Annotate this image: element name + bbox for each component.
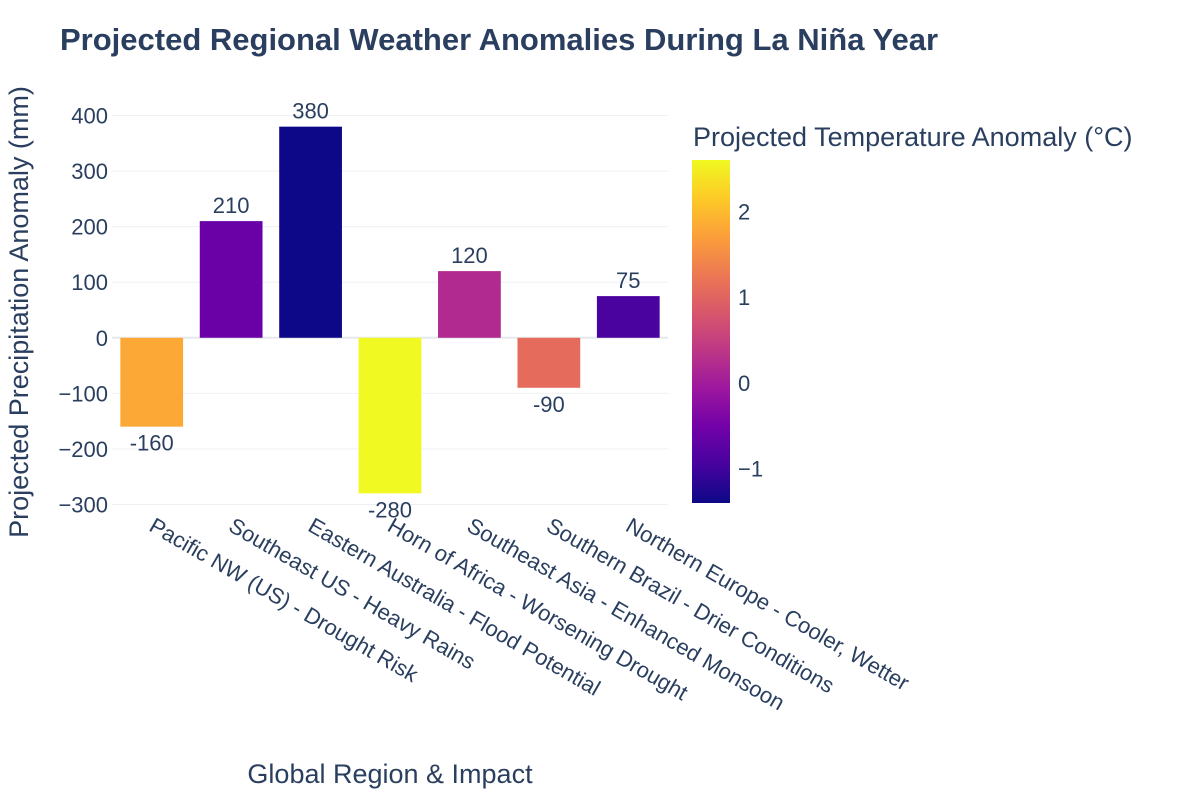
chart-title: Projected Regional Weather Anomalies Dur…: [60, 22, 939, 57]
colorbar-tick-label: 2: [738, 199, 750, 224]
bar: [517, 337, 581, 388]
y-tick-label: 100: [71, 270, 108, 295]
y-tick-label: −300: [58, 492, 108, 517]
x-axis-label: Global Region & Impact: [247, 759, 533, 789]
colorbar-ticks: 2 1 0 −1: [738, 199, 763, 481]
x-axis-ticks: Pacific NW (US) - Drought RiskSoutheast …: [145, 513, 913, 716]
colorbar-tick-label: 0: [738, 371, 750, 396]
y-axis-label: Projected Precipitation Anomaly (mm): [4, 86, 34, 538]
colorbar: Projected Temperature Anomaly (°C) 2 1 0 −1: [692, 122, 1133, 503]
bar-value-label: 210: [213, 193, 250, 218]
bar-value-label: 120: [451, 243, 488, 268]
y-tick-label: 200: [71, 215, 108, 240]
y-tick-label: 400: [71, 104, 108, 129]
bar: [199, 221, 263, 338]
x-tick-label: Southeast Asia - Enhanced Monsoon: [463, 513, 789, 716]
colorbar-tick-label: −1: [738, 457, 763, 482]
bar-value-labels: -160 210 380 -280 120 -90 75: [130, 99, 641, 523]
y-tick-label: 0: [96, 326, 108, 351]
bar-value-label: -280: [368, 497, 412, 522]
y-tick-label: −200: [58, 437, 108, 462]
bar: [438, 271, 501, 338]
bars: [120, 126, 660, 494]
bar: [358, 337, 422, 494]
bar-value-label: -90: [533, 392, 565, 417]
y-tick-label: 300: [71, 159, 108, 184]
bar: [279, 126, 342, 338]
colorbar-title: Projected Temperature Anomaly (°C): [693, 122, 1133, 152]
bar: [596, 296, 660, 338]
colorbar-gradient: [692, 160, 730, 503]
bar: [120, 337, 184, 427]
bar-value-label: -160: [130, 431, 174, 456]
y-tick-label: −100: [58, 381, 108, 406]
bar-value-label: 75: [616, 268, 640, 293]
bar-value-label: 380: [292, 99, 329, 124]
y-axis-ticks: 400 300 200 100 0 −100 −200 −300: [58, 104, 108, 518]
colorbar-tick-label: 1: [738, 285, 750, 310]
